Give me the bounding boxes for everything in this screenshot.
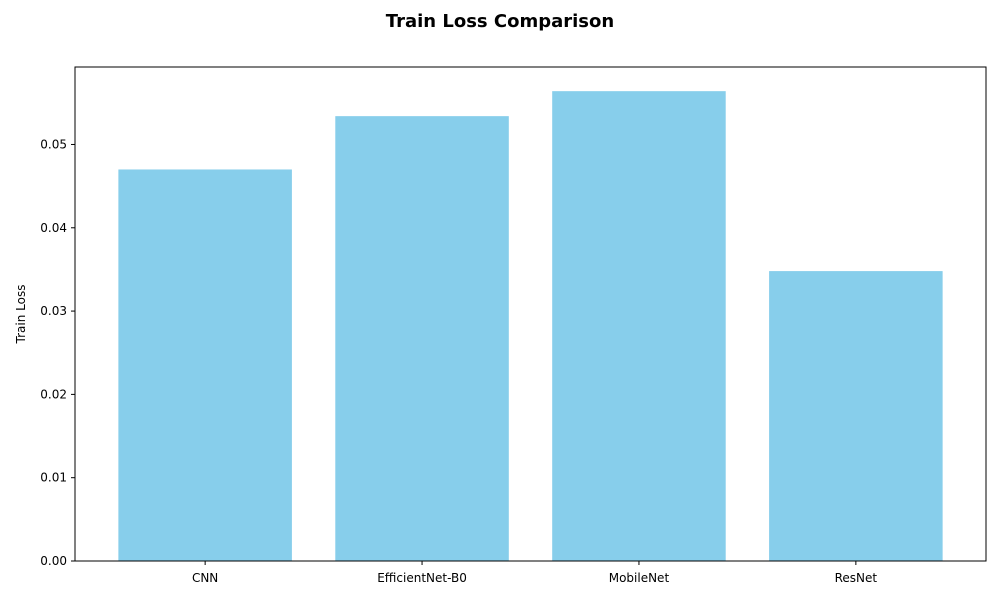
chart-title: Train Loss Comparison	[386, 11, 614, 32]
x-tick-label: ResNet	[835, 571, 878, 585]
bar-efficientnet-b0	[335, 116, 509, 562]
bar-cnn	[118, 169, 292, 561]
plot-frame	[74, 66, 987, 562]
y-tick-label: 0.01	[40, 471, 67, 485]
y-tick-label: 0.05	[40, 137, 67, 151]
x-tick-label: CNN	[192, 571, 218, 585]
x-axis-ticks: CNN EfficientNet-B0 MobileNet ResNet	[192, 561, 877, 585]
y-tick-label: 0.02	[40, 387, 67, 401]
bars-layer	[118, 91, 943, 562]
y-axis-label: Train Loss	[14, 285, 28, 345]
y-tick-label: 0.00	[40, 554, 67, 568]
y-axis-ticks: 0.00 0.01 0.02 0.03 0.04 0.05	[40, 137, 75, 568]
x-tick-label: EfficientNet-B0	[377, 571, 467, 585]
bar-resnet	[769, 271, 943, 561]
bar-mobilenet	[552, 91, 726, 561]
y-tick-label: 0.03	[40, 304, 67, 318]
y-tick-label: 0.04	[40, 221, 67, 235]
x-tick-label: MobileNet	[609, 571, 670, 585]
